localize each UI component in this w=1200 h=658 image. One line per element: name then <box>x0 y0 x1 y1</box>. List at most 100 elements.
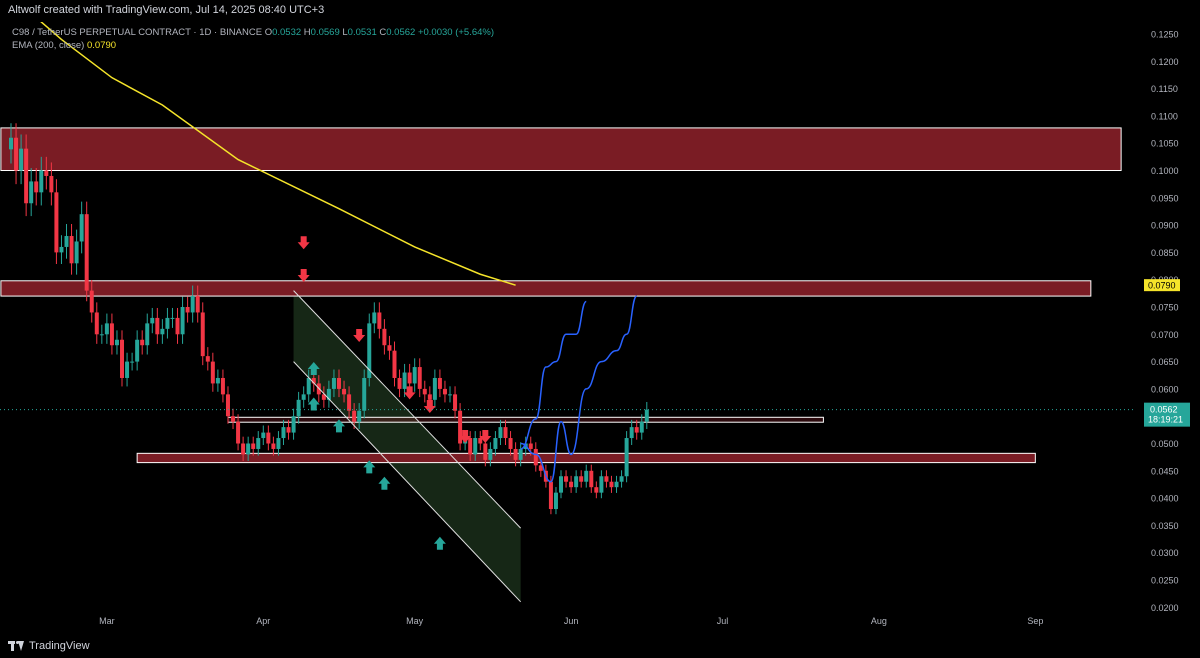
candle-body <box>347 394 352 411</box>
candle-body <box>291 416 296 433</box>
price-chart[interactable]: 0.1250 0.1200 0.1150 0.1100 0.1050 0.1000 0.09… <box>0 22 1200 636</box>
candle <box>24 134 29 217</box>
candle-body <box>165 317 170 329</box>
candle-body <box>74 241 79 264</box>
time-axis: Mar Apr May Jun Jul Aug Sep <box>99 616 1043 626</box>
time-tick-label: Aug <box>871 616 887 626</box>
candle <box>432 369 437 408</box>
sell-arrow-icon <box>423 400 436 414</box>
candle-body <box>488 448 493 460</box>
ema-200-line <box>40 22 516 286</box>
candle-body <box>261 432 266 439</box>
price-tick-label: 0.1200 <box>1151 57 1179 67</box>
candle-body <box>236 421 241 444</box>
price-tick-label: 0.0950 <box>1151 193 1179 203</box>
candle <box>276 431 281 456</box>
candle <box>488 442 493 467</box>
price-tick-label: 0.0500 <box>1151 439 1179 449</box>
candle-body <box>220 377 225 395</box>
candle-body <box>160 328 165 335</box>
candle <box>301 386 306 408</box>
candle <box>392 341 397 387</box>
candle <box>39 156 44 206</box>
projection-path <box>520 300 587 450</box>
candle-body <box>231 416 236 422</box>
candle-body <box>362 377 367 411</box>
ema-label: EMA (200, close) <box>12 40 85 51</box>
buy-arrow-icon <box>332 419 345 433</box>
candle-body <box>407 372 412 384</box>
candle <box>29 168 34 217</box>
candle-body <box>559 476 564 493</box>
candle <box>190 285 195 323</box>
candle <box>448 386 453 403</box>
candle <box>220 369 225 403</box>
candle-body <box>629 427 634 439</box>
candle <box>387 335 392 360</box>
candle-body <box>140 339 145 346</box>
candle <box>120 330 125 387</box>
chart-legend: C98 / TetherUS PERPETUAL CONTRACT · 1D ·… <box>12 26 494 52</box>
candle-body <box>503 427 508 439</box>
candle-body <box>170 317 175 319</box>
candle <box>326 380 331 408</box>
candle <box>619 470 624 488</box>
candle <box>9 123 13 164</box>
candle-body <box>190 296 195 313</box>
candle <box>130 352 135 371</box>
candle-body <box>306 377 311 395</box>
price-tick-label: 0.0350 <box>1151 521 1179 531</box>
price-tick-label: 0.0600 <box>1151 384 1179 394</box>
candle-body <box>417 367 422 389</box>
candle <box>170 307 175 328</box>
candle <box>513 442 518 467</box>
candle <box>367 313 372 387</box>
price-tick-label: 0.0200 <box>1151 603 1179 613</box>
low-value: 0.0531 <box>347 27 377 38</box>
close-value: 0.0562 <box>386 27 416 38</box>
candle <box>99 324 104 344</box>
candle-body <box>210 361 215 384</box>
candle <box>377 302 382 339</box>
time-tick-label: Jun <box>564 616 579 626</box>
candle <box>231 408 236 430</box>
candle-body <box>145 323 150 346</box>
candle <box>599 470 604 499</box>
time-tick-label: Sep <box>1027 616 1043 626</box>
candle <box>165 307 170 339</box>
candle-body <box>382 328 387 346</box>
candle-body <box>644 409 649 422</box>
candle-body <box>483 443 488 460</box>
candle <box>155 307 160 344</box>
candle-body <box>594 487 599 493</box>
candle-body <box>180 307 185 335</box>
candle <box>84 201 89 302</box>
bottom-bar: TradingView <box>0 636 1200 658</box>
candle <box>64 224 69 259</box>
candle-body <box>538 465 543 471</box>
candle-body <box>215 377 220 384</box>
candle-body <box>437 377 442 389</box>
open-label: O <box>264 27 273 38</box>
candle <box>634 419 639 440</box>
candle-body <box>584 470 589 482</box>
candle-body <box>125 361 130 378</box>
candle-body <box>241 443 246 455</box>
candle <box>589 464 594 493</box>
candle-body <box>352 410 357 422</box>
candle-body <box>604 476 609 482</box>
candle <box>104 313 109 344</box>
candle <box>296 391 301 424</box>
candle-body <box>251 443 256 449</box>
price-tick-label: 0.1050 <box>1151 139 1179 149</box>
candle <box>352 403 357 430</box>
ema-price-label: 0.0790 <box>1148 281 1176 291</box>
candle <box>160 319 165 344</box>
candle <box>215 369 220 392</box>
candle-body <box>599 476 604 493</box>
candle-body <box>9 137 13 150</box>
tradingview-logo[interactable]: TradingView <box>8 640 90 652</box>
last-price-label: 0.0562 <box>1150 405 1178 415</box>
candle-body <box>14 137 19 171</box>
ema-line: EMA (200, close) 0.0790 <box>12 39 494 52</box>
